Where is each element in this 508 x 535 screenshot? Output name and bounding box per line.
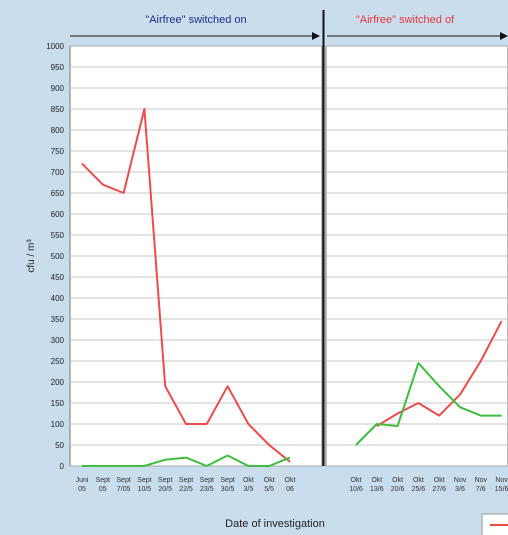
- x-tick-0-0: Juni 05: [76, 477, 89, 493]
- y-axis-title: cfu / m³: [26, 239, 37, 273]
- series-line-0-1: [82, 454, 291, 467]
- x-tick-1-0: Okt 10/6: [349, 477, 363, 493]
- x-tick-labels: Juni 05 Sept 05 Sept 7/05 Sept 10/5 Sept 20/5 Sept…: [76, 477, 508, 493]
- x-tick-0-9: Okt 5/5: [264, 477, 275, 493]
- y-tick-0: 0: [60, 462, 65, 471]
- series-lines: [81, 108, 503, 467]
- y-tick-100: 100: [51, 420, 65, 429]
- y-tick-50: 50: [55, 441, 64, 450]
- series-line-1-0: [376, 320, 503, 427]
- y-tick-350: 350: [51, 315, 65, 324]
- phase-off-label: "Airfree" switched of: [356, 14, 455, 26]
- x-tick-1-7: Nov 15/6: [495, 477, 508, 493]
- x-tick-1-3: Okt 25/6: [412, 477, 426, 493]
- phase-off-arrowhead: [500, 32, 508, 40]
- y-tick-150: 150: [51, 399, 65, 408]
- x-tick-1-2: Okt 20/6: [391, 477, 405, 493]
- y-tick-450: 450: [51, 273, 65, 282]
- y-tick-500: 500: [51, 252, 65, 261]
- y-tick-950: 950: [51, 63, 65, 72]
- y-tick-250: 250: [51, 357, 65, 366]
- y-tick-800: 800: [51, 126, 65, 135]
- phase-on-arrowhead: [312, 32, 320, 40]
- y-tick-850: 850: [51, 105, 65, 114]
- x-axis-title: Date of investigation: [225, 518, 325, 530]
- y-tick-200: 200: [51, 378, 65, 387]
- x-tick-0-4: Sept 20/5: [158, 477, 172, 493]
- x-tick-0-3: Sept 10/5: [137, 477, 151, 493]
- y-tick-400: 400: [51, 294, 65, 303]
- x-tick-1-1: Okt 13/6: [370, 477, 384, 493]
- phase-on-label: "Airfree" switched on: [145, 14, 246, 26]
- y-tick-900: 900: [51, 84, 65, 93]
- x-tick-0-8: Okt 3/5: [243, 477, 254, 493]
- x-tick-1-6: Nov 7/6: [475, 477, 488, 493]
- series-line-1-1: [355, 362, 502, 446]
- y-tick-550: 550: [51, 231, 65, 240]
- x-tick-0-1: Sept 05: [96, 477, 110, 493]
- y-tick-650: 650: [51, 189, 65, 198]
- x-tick-0-2: Sept 7/05: [116, 477, 130, 493]
- y-tick-700: 700: [51, 168, 65, 177]
- x-tick-0-10: Okt 06: [285, 477, 296, 493]
- x-tick-0-7: Sept 30/5: [220, 477, 234, 493]
- y-tick-750: 750: [51, 147, 65, 156]
- y-tick-600: 600: [51, 210, 65, 219]
- series-line-0-0: [81, 108, 291, 463]
- x-tick-1-4: Okt 27/6: [432, 477, 446, 493]
- x-tick-0-5: Sept 22/5: [179, 477, 193, 493]
- x-tick-0-6: Sept 23/5: [200, 477, 214, 493]
- x-tick-1-5: Nov 3/6: [454, 477, 467, 493]
- gridlines: [70, 45, 508, 467]
- y-tick-1000: 1000: [46, 42, 64, 51]
- y-tick-labels: 0 50 100 150 200 250 300 350 400 450 500 550 600 650 7…: [46, 42, 64, 471]
- y-tick-300: 300: [51, 336, 65, 345]
